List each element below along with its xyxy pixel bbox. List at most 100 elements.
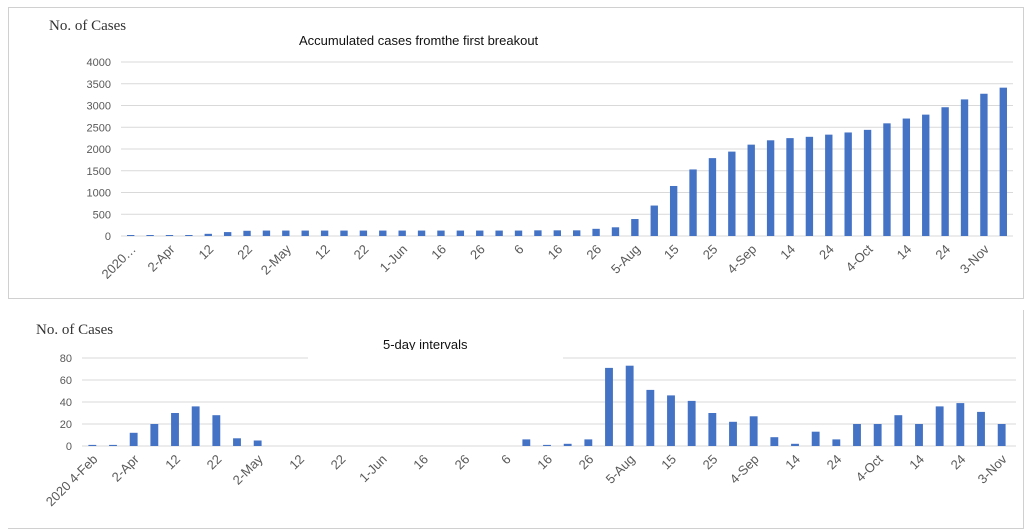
- x-tick-label: 24: [824, 452, 845, 473]
- bar: [573, 230, 581, 236]
- bar: [476, 230, 484, 236]
- bar: [935, 406, 944, 446]
- bar: [646, 389, 655, 446]
- bar: [863, 129, 872, 236]
- y-tick-label: 3500: [87, 79, 111, 91]
- bar: [832, 439, 841, 446]
- x-tick-label: 25: [700, 242, 721, 263]
- bar: [605, 367, 613, 446]
- bar: [728, 151, 736, 236]
- x-tick-label: 26: [467, 242, 488, 263]
- x-tick-label: 14: [777, 242, 798, 263]
- x-tick-label: 2-Apr: [109, 451, 143, 485]
- bar: [980, 93, 988, 236]
- bar: [669, 185, 678, 236]
- x-tick-label: 24: [932, 242, 953, 263]
- bar: [770, 437, 779, 446]
- x-tick-label: 2020 4-Feb: [43, 452, 101, 510]
- bar: [129, 432, 138, 446]
- x-tick-label: 5-Aug: [603, 452, 638, 487]
- x-tick-label: 12: [196, 242, 217, 263]
- bar: [243, 230, 251, 236]
- bar: [592, 228, 600, 236]
- bottom-chart-title: 5-day intervals: [383, 337, 468, 352]
- bar: [766, 140, 775, 236]
- x-tick-label: 2020…: [99, 242, 139, 282]
- bar: [534, 230, 542, 236]
- accumulated-cases-chart-panel: No. of Cases Accumulated cases fromthe f…: [8, 7, 1024, 299]
- bar: [844, 132, 852, 236]
- y-tick-label: 1500: [87, 166, 111, 178]
- x-tick-label: 26: [583, 242, 604, 263]
- x-tick-label: 14: [894, 242, 915, 263]
- bar: [553, 230, 561, 236]
- bar: [977, 411, 985, 446]
- bar: [729, 421, 737, 446]
- x-tick-label: 14: [782, 452, 803, 473]
- x-tick-label: 22: [204, 452, 225, 473]
- bar: [941, 107, 949, 237]
- bar: [791, 443, 799, 446]
- x-tick-label: 16: [534, 452, 555, 473]
- x-tick-label: 2-Apr: [145, 241, 179, 275]
- x-tick-label: 12: [312, 242, 333, 263]
- x-tick-label: 24: [816, 242, 837, 263]
- bar: [282, 230, 290, 236]
- bar: [922, 114, 930, 236]
- bar: [999, 87, 1007, 236]
- x-tick-label: 16: [428, 242, 449, 263]
- bar: [650, 205, 658, 236]
- top-chart-title: Accumulated cases fromthe first breakout: [299, 33, 539, 48]
- bar: [223, 232, 232, 236]
- x-tick-label: 4-Sep: [727, 452, 762, 487]
- bar: [749, 416, 758, 446]
- y-tick-label: 20: [60, 419, 72, 431]
- x-tick-label: 26: [576, 452, 597, 473]
- bar: [398, 230, 406, 236]
- y-tick-label: 4000: [87, 57, 111, 69]
- bar: [915, 424, 923, 446]
- bar: [522, 439, 531, 446]
- x-tick-label: 14: [906, 452, 927, 473]
- bar: [902, 118, 911, 236]
- bar: [825, 134, 833, 236]
- x-tick-label: 4-Oct: [843, 241, 876, 274]
- bar: [960, 99, 969, 236]
- bar: [956, 403, 965, 446]
- x-tick-label: 22: [351, 242, 372, 263]
- bar: [359, 230, 368, 236]
- x-tick-label: 16: [410, 452, 431, 473]
- y-tick-label: 60: [60, 375, 72, 387]
- bar: [786, 138, 794, 236]
- y-tick-label: 1000: [87, 188, 111, 200]
- bar: [687, 400, 696, 446]
- cropped-caption-strip: [0, 0, 1026, 6]
- bar: [873, 424, 882, 446]
- bar: [88, 444, 97, 446]
- title-background: [308, 350, 563, 359]
- bar: [185, 235, 193, 236]
- bar: [611, 227, 620, 236]
- bar: [127, 235, 135, 236]
- bar: [997, 424, 1006, 446]
- x-tick-label: 24: [948, 452, 969, 473]
- x-tick-label: 1-Jun: [356, 452, 390, 486]
- bar: [150, 424, 159, 446]
- x-tick-label: 2-May: [258, 241, 294, 277]
- y-tick-label: 0: [105, 231, 111, 243]
- five-day-intervals-chart-panel: No. of Cases 5-day intervals 0 20 40 60 80 20…: [8, 310, 1024, 529]
- bar: [563, 443, 572, 446]
- x-tick-label: 16: [545, 242, 566, 263]
- y-tick-label: 0: [66, 441, 72, 453]
- bottom-chart-ylabel: No. of Cases: [36, 322, 114, 338]
- x-tick-label: 6: [498, 452, 514, 468]
- x-tick-label: 3-Nov: [957, 241, 992, 276]
- bar: [811, 431, 820, 446]
- bar: [204, 233, 212, 236]
- bar: [689, 169, 697, 236]
- bar: [456, 230, 465, 236]
- bar: [437, 230, 445, 236]
- bar: [191, 406, 200, 446]
- x-tick-label: 15: [661, 242, 682, 263]
